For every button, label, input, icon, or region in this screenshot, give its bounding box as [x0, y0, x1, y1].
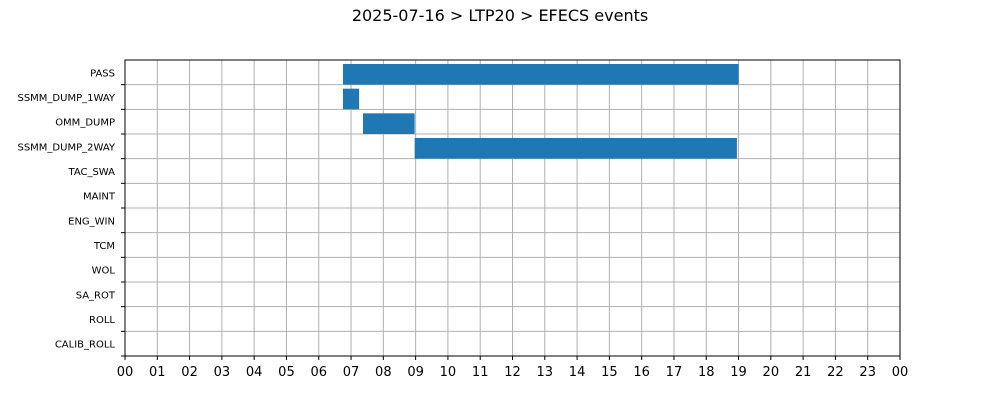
event-bar-omm-dump: [362, 113, 415, 134]
axis-labels: 00 01 02 03 04 05 06 07 08 09 10 11 12 13 14 15 16 17 18 19…: [17, 68, 908, 380]
x-tick-label: 13: [537, 365, 554, 380]
x-tick-label: 20: [763, 365, 780, 380]
x-tick-label: 17: [666, 365, 683, 380]
x-tick-label: 00: [892, 365, 909, 380]
y-category-label: SSMM_DUMP_1WAY: [17, 93, 115, 104]
y-category-label: ENG_WIN: [68, 216, 115, 227]
x-tick-label: 14: [569, 365, 586, 380]
x-tick-label: 00: [117, 365, 134, 380]
y-category-label: PASS: [90, 68, 115, 79]
x-tick-label: 16: [633, 365, 650, 380]
x-tick-label: 03: [214, 365, 231, 380]
x-tick-label: 10: [440, 365, 457, 380]
y-category-label: SA_ROT: [76, 290, 116, 301]
y-category-label: CALIB_ROLL: [55, 340, 116, 351]
x-tick-label: 04: [246, 365, 263, 380]
x-tick-label: 08: [375, 365, 392, 380]
x-tick-label: 23: [859, 365, 876, 380]
x-tick-label: 15: [601, 365, 618, 380]
x-tick-label: 12: [504, 365, 521, 380]
y-category-label: TCM: [93, 241, 115, 252]
x-tick-label: 01: [149, 365, 166, 380]
x-tick-label: 18: [698, 365, 715, 380]
y-category-label: SSMM_DUMP_2WAY: [17, 142, 115, 153]
axes: [121, 59, 901, 360]
x-tick-label: 22: [827, 365, 844, 380]
x-tick-label: 09: [407, 365, 424, 380]
x-tick-label: 21: [795, 365, 812, 380]
y-category-label: OMM_DUMP: [55, 118, 115, 129]
event-bar-ssmm-dump-2way: [414, 138, 737, 159]
event-bar-ssmm-dump-1way: [342, 88, 360, 110]
x-tick-label: 07: [343, 365, 360, 380]
y-category-label: WOL: [92, 266, 116, 277]
y-category-label: MAINT: [83, 192, 116, 203]
y-category-label: TAC_SWA: [67, 167, 115, 178]
event-bars: [342, 64, 739, 159]
y-category-label: ROLL: [89, 315, 115, 326]
x-tick-label: 19: [730, 365, 747, 380]
chart-title: 2025-07-16 > LTP20 > EFECS events: [351, 6, 649, 25]
plot-frame: [124, 59, 901, 357]
x-tick-label: 11: [472, 365, 489, 380]
event-bar-pass: [342, 64, 739, 85]
x-tick-label: 05: [278, 365, 295, 380]
x-tick-label: 06: [310, 365, 327, 380]
x-tick-label: 02: [181, 365, 198, 380]
grid-lines: [124, 60, 901, 356]
